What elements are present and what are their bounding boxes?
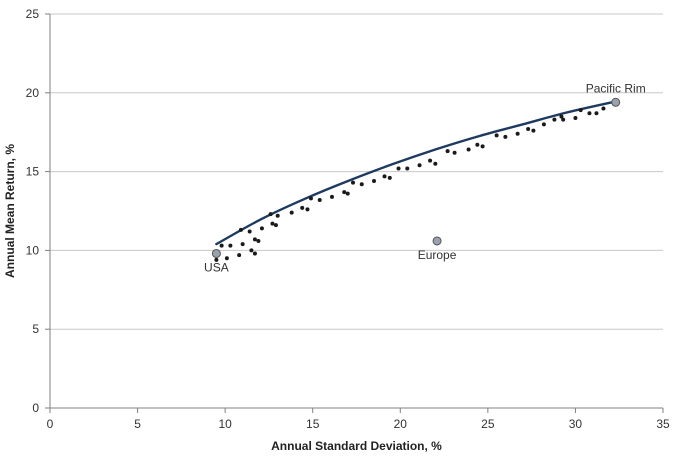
y-tick-label: 20 (26, 86, 40, 100)
data-point (308, 196, 313, 201)
data-point (417, 163, 422, 168)
x-axis-title: Annual Standard Deviation, % (271, 439, 442, 453)
y-tick-label: 15 (26, 165, 40, 179)
data-point (382, 174, 387, 179)
data-point (601, 106, 606, 111)
data-point (405, 166, 410, 171)
data-point (224, 256, 229, 261)
data-point (396, 166, 401, 171)
data-point (526, 127, 531, 132)
data-point (578, 108, 583, 113)
x-tick-label: 30 (569, 417, 583, 431)
data-point (494, 133, 499, 138)
data-point (587, 111, 592, 116)
data-point (219, 243, 224, 248)
highlight-point (211, 249, 221, 259)
data-point (552, 117, 557, 122)
data-point (475, 142, 480, 147)
data-point (252, 251, 257, 256)
data-point (559, 114, 564, 119)
highlight-label: Europe (418, 248, 457, 262)
highlight-point (611, 97, 621, 107)
data-point (238, 227, 243, 232)
x-tick-label: 20 (394, 417, 408, 431)
frontier-curve (215, 100, 617, 246)
data-point (237, 253, 242, 258)
data-point (256, 238, 261, 243)
highlighted-points: USA Europe Pacific Rim (204, 81, 646, 274)
x-tick-label: 15 (306, 417, 320, 431)
data-point (273, 223, 278, 228)
x-tick-label: 5 (134, 417, 141, 431)
data-point (372, 179, 377, 184)
data-point (350, 180, 355, 185)
data-point (452, 150, 457, 155)
data-point (466, 147, 471, 152)
data-point (270, 221, 275, 226)
y-tick-label: 0 (32, 401, 39, 415)
highlight-point (432, 236, 442, 246)
data-point (480, 144, 485, 149)
data-point (317, 197, 322, 202)
x-tick-label: 0 (47, 417, 54, 431)
data-point (240, 242, 245, 247)
data-point (359, 182, 364, 187)
frontier-curve-layer (215, 100, 617, 246)
data-point (541, 122, 546, 127)
data-point (345, 191, 350, 196)
y-axis-title: Annual Mean Return, % (3, 144, 17, 278)
y-tick-label: 5 (32, 322, 39, 336)
highlight-label: USA (204, 261, 229, 275)
x-tick-label: 10 (218, 417, 232, 431)
data-point (531, 128, 536, 133)
data-point (259, 226, 264, 231)
data-point (387, 175, 392, 180)
data-point (433, 161, 438, 166)
data-point (573, 116, 578, 121)
x-tick-label: 25 (481, 417, 495, 431)
data-point (214, 257, 219, 262)
axes (45, 13, 664, 413)
highlight-label: Pacific Rim (586, 81, 646, 95)
data-point (594, 111, 599, 116)
data-point (561, 117, 566, 122)
data-point (252, 237, 257, 242)
data-point (249, 248, 254, 253)
x-tick-labels: 0 5 10 15 20 25 30 35 (47, 417, 670, 431)
grid-lines (50, 13, 663, 330)
data-point (428, 158, 433, 163)
data-point (268, 212, 273, 217)
data-point (247, 229, 252, 234)
data-point (228, 243, 233, 248)
data-point (329, 194, 334, 199)
data-point (342, 190, 347, 195)
y-tick-labels: 0 5 10 15 20 25 (26, 7, 40, 415)
data-point (289, 210, 294, 215)
data-points (214, 101, 618, 262)
y-tick-label: 10 (26, 243, 40, 257)
data-point (305, 207, 310, 212)
data-point (275, 213, 280, 218)
x-tick-label: 35 (656, 417, 670, 431)
data-point (503, 134, 508, 139)
data-point (515, 131, 520, 136)
data-point (445, 149, 450, 154)
y-tick-label: 25 (26, 7, 40, 21)
data-point (300, 205, 305, 210)
